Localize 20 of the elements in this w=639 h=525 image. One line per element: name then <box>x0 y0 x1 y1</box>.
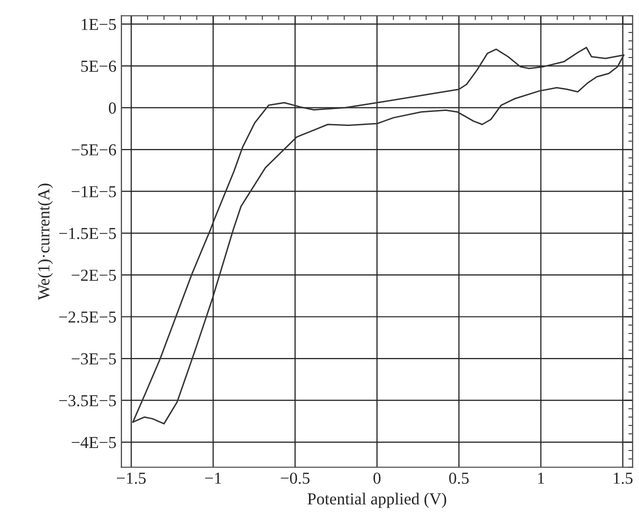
x-tick-label: −1.5 <box>116 472 146 484</box>
y-tick-label: −3E−5 <box>72 353 116 364</box>
x-tick-label: −0.5 <box>280 472 310 484</box>
x-tick-label: 0 <box>373 472 381 484</box>
y-tick-label: 5E−6 <box>81 60 116 72</box>
x-tick-label: −1 <box>205 472 222 484</box>
y-axis-title: We(1)·current(A) <box>38 184 53 300</box>
y-tick-label: −4E−5 <box>72 436 116 448</box>
y-tick-label: −5E−6 <box>72 144 116 156</box>
y-tick-label: −1.5E−5 <box>59 228 116 240</box>
y-tick-label: −3.5E−5 <box>59 395 116 406</box>
x-tick-label: 1 <box>538 472 544 484</box>
y-tick-label: −2E−5 <box>72 270 116 281</box>
y-tick-label: −1E−5 <box>72 186 116 198</box>
x-tick-label: 1.5 <box>614 472 633 484</box>
x-axis-title: Potential applied (V) <box>308 492 446 508</box>
x-tick-label: 0.5 <box>449 472 469 484</box>
y-tick-label: −2.5E−5 <box>59 311 116 323</box>
y-tick-label: 0 <box>108 102 116 114</box>
y-tick-label: 1E−5 <box>82 18 116 30</box>
